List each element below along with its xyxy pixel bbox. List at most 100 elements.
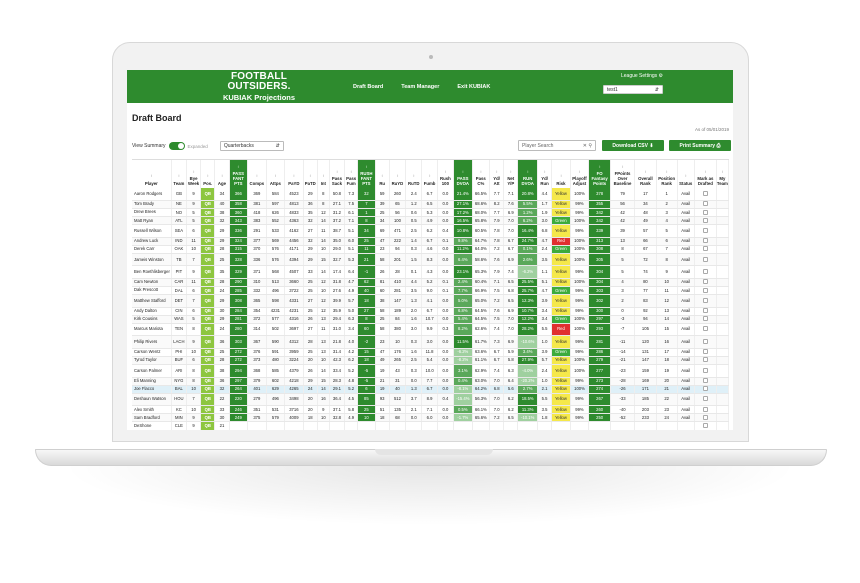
sort-icon[interactable]: ↕ [322, 173, 325, 179]
table-row[interactable]: Ben Roethlisberger PIT 9 QB 35 329 371 568 4507 3… [132, 265, 729, 279]
cell-mark-as-drafted[interactable] [694, 393, 717, 407]
column-header-rush-100[interactable]: ↕ Rush 100 [437, 160, 455, 188]
table-row[interactable]: Kirk Cousins WAS 5 QB 29 281 372 577 4316 26 13 29.… [132, 315, 729, 324]
sort-icon[interactable]: ↕ [644, 168, 647, 174]
column-header-risk[interactable]: ↕ Risk [551, 160, 571, 188]
cell-mark-as-drafted[interactable] [694, 294, 717, 308]
league-settings[interactable]: League Settings ⚙ [621, 73, 663, 79]
table-row[interactable]: Jameis Winston TB 7 QB 25 328 336 576 4394 29 15 32… [132, 253, 729, 267]
sort-icon[interactable]: ↕ [274, 173, 277, 179]
column-header-fo-fantasy-points[interactable]: ↕ FO Fantasy Points [588, 160, 612, 188]
sort-icon[interactable]: ↕ [444, 168, 447, 174]
download-csv-button[interactable]: Download CSV ⬇ [602, 140, 664, 151]
table-row[interactable]: Eli Manning NYG 8 QB 36 297 379 602 4218 29 15 28.3… [132, 377, 729, 386]
table-row[interactable]: Aaron Rodgers GB 9 QB 34 366 369 584 4523 29 8 50.8… [132, 188, 729, 201]
column-header-position-rank[interactable]: ↕ Position Rank [656, 160, 678, 188]
column-header-pass-dvoa[interactable]: ↕ PASS DVOA [453, 160, 473, 188]
cell-mark-as-drafted[interactable] [694, 356, 717, 366]
sort-icon[interactable]: ↕ [220, 173, 223, 179]
drafted-checkbox[interactable] [702, 406, 708, 412]
column-header-status[interactable]: ↕ Status [677, 160, 695, 188]
sort-icon[interactable]: ↕ [495, 168, 498, 174]
column-header-pass-fant-pts[interactable]: ↕ PASS FANT PTS [229, 160, 249, 188]
cell-mark-as-drafted[interactable] [694, 323, 717, 337]
column-header-pass-fum[interactable]: ↕ Pass Fum [344, 160, 359, 188]
drafted-checkbox[interactable] [702, 209, 708, 215]
cell-mark-as-drafted[interactable] [694, 385, 717, 394]
cell-mark-as-drafted[interactable] [694, 237, 717, 246]
drafted-checkbox[interactable] [702, 396, 708, 402]
sort-icon[interactable]: ↕ [704, 168, 707, 174]
drafted-checkbox[interactable] [702, 326, 708, 332]
sort-icon[interactable]: ↕ [177, 173, 180, 179]
cell-mark-as-drafted[interactable] [694, 265, 717, 279]
column-header-pos[interactable]: ↕ Pos. [200, 160, 216, 188]
player-search-input[interactable]: Player Search ✕ ⚲ [518, 140, 596, 151]
table-row[interactable]: Derek Carr OAK 10 QB 28 315 370 576 4171 29 10 29.0… [132, 245, 729, 254]
nav-exit-kubiak[interactable]: Exit KUBIAK [457, 83, 491, 90]
sort-icon[interactable]: ↕ [684, 173, 687, 179]
drafted-checkbox[interactable] [702, 190, 708, 196]
sort-icon[interactable]: ↕ [396, 173, 399, 179]
table-row[interactable]: Alex Smith KC 10 QB 33 246 351 531 3716 20 9 37.1 5.… [132, 405, 729, 415]
cell-mark-as-drafted[interactable] [694, 364, 717, 378]
drafted-checkbox[interactable] [702, 238, 708, 244]
table-row[interactable]: Carson Wentz PHI 10 QB 25 272 376 591 3959 25 13 31… [132, 348, 729, 357]
cell-mark-as-drafted[interactable] [694, 200, 717, 210]
column-header-fpoints-over-baseline[interactable]: ↕ FPoints Over Baseline [610, 160, 636, 188]
table-row[interactable]: Matt Ryan ATL 5 QB 32 343 383 552 4363 32 14 37.2 7.… [132, 216, 729, 226]
column-header-team[interactable]: ↕ Team [171, 160, 188, 188]
sort-icon[interactable]: ↕ [578, 168, 581, 174]
sort-icon[interactable]: ↕ [559, 173, 562, 179]
cell-mark-as-drafted[interactable] [694, 188, 717, 201]
cell-mark-as-drafted[interactable] [694, 278, 717, 288]
drafted-checkbox[interactable] [702, 256, 708, 262]
cell-mark-as-drafted[interactable] [694, 245, 717, 254]
sort-icon[interactable]: ↕ [665, 168, 668, 174]
cell-mark-as-drafted[interactable] [694, 405, 717, 415]
drafted-checkbox[interactable] [702, 316, 708, 322]
cell-mark-as-drafted[interactable] [694, 421, 717, 430]
sort-icon[interactable]: ↕ [350, 168, 353, 174]
cell-mark-as-drafted[interactable] [694, 377, 717, 386]
cell-mark-as-drafted[interactable] [694, 286, 717, 296]
table-row[interactable]: DeShone CLE 9 QB 21 [132, 421, 729, 430]
drafted-checkbox[interactable] [702, 279, 708, 285]
cell-mark-as-drafted[interactable] [694, 348, 717, 357]
sort-icon[interactable]: ↕ [292, 173, 295, 179]
nav-team-manager[interactable]: Team Manager [401, 83, 440, 90]
table-row[interactable]: Tom Brady NE 9 QB 40 358 381 597 4813 36 8 27.1 7.5 7… [132, 200, 729, 210]
table-row[interactable]: Deshaun Watson HOU 7 QB 22 220 279 496 3498 20 16 3… [132, 393, 729, 407]
sort-icon[interactable]: ↕ [335, 168, 338, 174]
table-row[interactable]: Marcus Mariota TEN 8 QB 24 280 314 502 3697 27 11 3… [132, 323, 729, 337]
column-header-net-y-p[interactable]: ↕ Net Y/P [503, 160, 519, 188]
column-header-payd[interactable]: ↕ PaYD [284, 160, 304, 188]
table-row[interactable]: Joe Flacco BAL 10 QB 32 264 401 629 4265 24 14 29.1… [132, 385, 729, 394]
column-header-player[interactable]: ↕ Player [132, 160, 172, 188]
drafted-checkbox[interactable] [702, 287, 708, 293]
sort-icon[interactable]: ↕ [461, 168, 464, 174]
sort-icon[interactable]: ↕ [237, 163, 240, 169]
table-row[interactable]: Andy Dalton CIN 6 QB 30 284 354 4231 4231 25 12 35.… [132, 307, 729, 316]
view-toggle[interactable] [168, 142, 185, 150]
cell-mark-as-drafted[interactable] [694, 216, 717, 226]
sort-icon[interactable]: ↕ [255, 173, 258, 179]
table-row[interactable]: Dak Prescott DAL 6 QB 24 285 332 496 3722 25 10 27.… [132, 286, 729, 296]
sort-icon[interactable]: ↕ [365, 163, 368, 169]
table-row[interactable]: Andrew Luck IND 11 QB 29 324 377 569 4456 32 14 35.… [132, 237, 729, 246]
drafted-checkbox[interactable] [702, 422, 708, 428]
drafted-checkbox[interactable] [702, 227, 708, 233]
column-header-run-dvoa[interactable]: ↕ RUN DVOA [517, 160, 538, 188]
sort-icon[interactable]: ↕ [309, 173, 312, 179]
drafted-checkbox[interactable] [702, 246, 708, 252]
table-row[interactable]: Cam Newton CAR 11 QB 28 290 310 513 3660 25 12 31.8… [132, 278, 729, 288]
drafted-checkbox[interactable] [702, 217, 708, 223]
sort-icon[interactable]: ↕ [526, 168, 529, 174]
sort-icon[interactable]: ↕ [621, 163, 624, 169]
table-row[interactable]: Tyrod Taylor BUF 6 QB 28 272 373 480 3224 20 10 42.… [132, 356, 729, 366]
drafted-checkbox[interactable] [702, 308, 708, 314]
table-row[interactable]: Sam Bradford MIN 9 QB 30 249 375 579 4009 18 10 32.… [132, 413, 729, 423]
league-select[interactable]: test1 ⇵ [603, 85, 663, 94]
logo[interactable]: FOOTBALL OUTSIDERS. KUBIAK Projections [199, 71, 319, 102]
drafted-checkbox[interactable] [702, 357, 708, 363]
